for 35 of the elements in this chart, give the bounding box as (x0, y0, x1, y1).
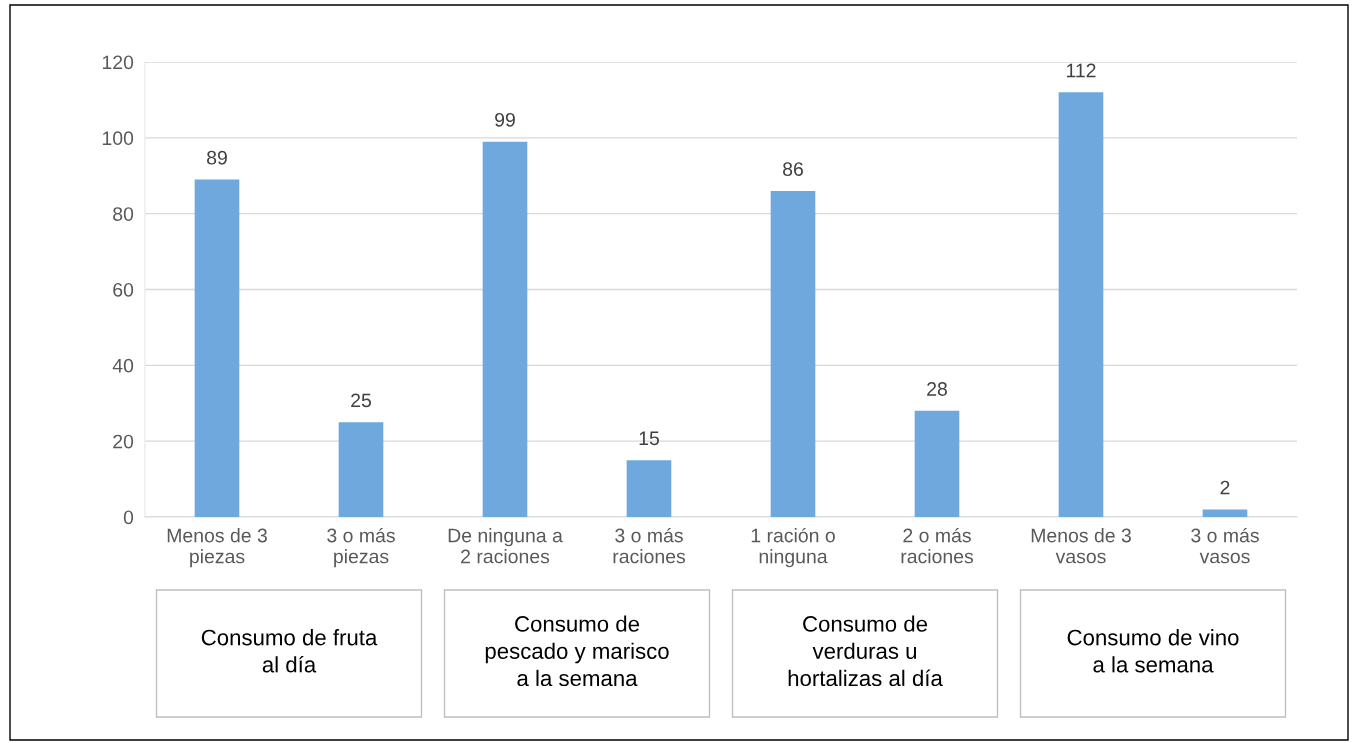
text: Consumo de pescado y marisco a la semana (485, 615, 669, 687)
y-tick-label: 0 (123, 510, 134, 525)
y-tick-label: 20 (113, 434, 134, 449)
text: Consumo de fruta al día (201, 629, 378, 673)
bar (626, 460, 672, 517)
y-tick-label: 120 (102, 55, 134, 70)
data-label: 2 (1220, 480, 1230, 495)
x-tick-label: 1 ración o ninguna (751, 527, 835, 568)
x-tick-label: 2 o más raciones (901, 527, 974, 564)
y-tick-label: 100 (102, 131, 134, 146)
bar (338, 422, 384, 517)
data-label: 25 (351, 393, 371, 408)
x-tick-label: 3 o más piezas (327, 527, 395, 568)
data-label: 86 (783, 162, 803, 176)
text: Consumo de verduras u hortalizas al día (788, 615, 943, 687)
bar (194, 179, 240, 517)
x-tick-label: Menos de 3 vasos (1031, 528, 1131, 564)
data-label: 99 (495, 112, 515, 127)
data-label: 28 (927, 382, 947, 396)
data-label: 89 (207, 150, 227, 165)
x-tick-label: De ninguna a 2 raciones (448, 528, 563, 564)
bar (914, 410, 960, 517)
text: Consumo de vino a la semana (1067, 629, 1239, 673)
bar (1058, 92, 1104, 517)
y-tick-label: 60 (113, 282, 134, 297)
data-label: 15 (639, 431, 659, 446)
x-tick-label: 3 o más raciones (613, 527, 686, 564)
bar (482, 141, 528, 517)
y-tick-label: 40 (112, 358, 134, 373)
data-label: 112 (1066, 63, 1096, 78)
bar (1202, 509, 1248, 517)
x-tick-label: 3 o más vasos (1191, 527, 1259, 564)
x-tick-label: Menos de 3 piezas (167, 528, 267, 568)
y-tick-label: 80 (113, 207, 134, 221)
bar (770, 190, 816, 517)
